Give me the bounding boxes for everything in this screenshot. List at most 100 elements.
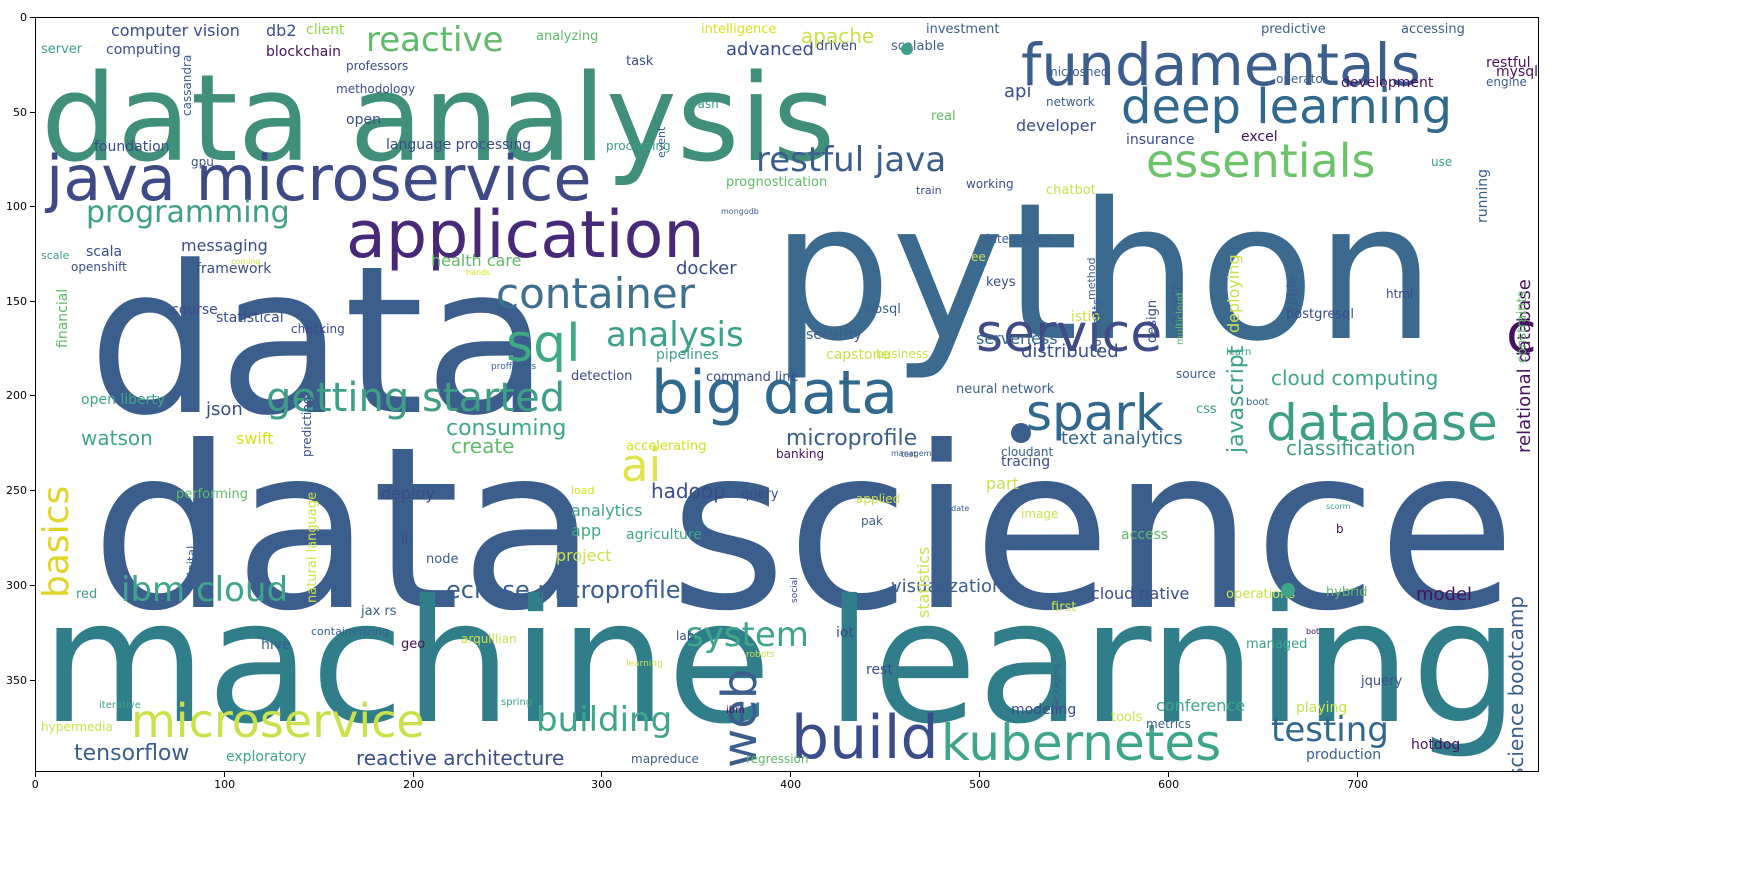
- word-accessing: accessing: [1401, 22, 1465, 37]
- word-use: use: [1431, 155, 1453, 169]
- word-restful-java: restful java: [756, 140, 947, 180]
- word-serverless: serverless: [976, 329, 1058, 348]
- word-analyzing: analyzing: [536, 29, 599, 44]
- word-hands: hands: [466, 268, 491, 277]
- word-node: node: [426, 552, 459, 567]
- word-ii: ii: [401, 532, 409, 547]
- word-event: event: [655, 126, 668, 158]
- word-restful: restful: [1486, 55, 1531, 71]
- word-intelligence: intelligence: [701, 22, 777, 37]
- word-nosql: nosql: [866, 302, 901, 317]
- word-test: test: [901, 450, 917, 459]
- word-driven: driven: [816, 39, 858, 54]
- word-postgresql: postgresql: [1286, 307, 1355, 322]
- y-tick-mark: [30, 585, 35, 586]
- word-ee: ee: [971, 250, 986, 264]
- word-api: api: [1004, 81, 1032, 102]
- x-tick-mark: [35, 772, 36, 777]
- word-geo: geo: [401, 637, 426, 652]
- word-python: python: [771, 162, 1436, 383]
- word-managed: managed: [1246, 637, 1308, 652]
- word-insurance: insurance: [1126, 132, 1195, 148]
- word-fundamentals: fundamentals: [1021, 31, 1421, 99]
- word-create: create: [451, 434, 515, 458]
- word-computer-vision: computer vision: [111, 21, 240, 40]
- word-query: query: [741, 487, 779, 502]
- x-tick-label: 500: [969, 778, 991, 791]
- x-tick-label: 200: [403, 778, 425, 791]
- word-ibm-cloud: ibm cloud: [121, 570, 289, 610]
- word-update: update: [941, 504, 970, 513]
- word-sql: sql: [506, 314, 581, 374]
- word-hybrid: hybrid: [1326, 585, 1368, 600]
- word-prognostication: prognostication: [726, 175, 828, 190]
- word-learning: learning: [626, 659, 663, 669]
- word-security: security: [806, 327, 862, 343]
- y-tick-mark: [30, 680, 35, 681]
- word-ibm: ibm: [726, 705, 745, 716]
- word-jquery: jquery: [1361, 674, 1403, 689]
- word-visualization: visualization: [891, 576, 1004, 597]
- word-text-analytics: text analytics: [1061, 428, 1183, 449]
- word-professors: professors: [346, 59, 409, 73]
- y-tick-mark: [30, 112, 35, 113]
- word-basics: basics: [36, 485, 77, 598]
- word-deploying: deploying: [1224, 254, 1243, 333]
- x-tick-mark: [224, 772, 225, 777]
- word-hotdog: hotdog: [1411, 737, 1461, 753]
- word-open-liberty: open liberty: [81, 392, 166, 408]
- word-real: real: [931, 109, 956, 124]
- word-hypermedia: hypermedia: [41, 720, 113, 734]
- word-tracing: tracing: [1001, 454, 1051, 470]
- word-scorm: scorm: [1326, 502, 1351, 511]
- word-distributed: distributed: [1021, 341, 1119, 362]
- y-tick-label: 350: [6, 674, 27, 687]
- word-banking: banking: [776, 447, 825, 461]
- word-data-science: data science: [91, 399, 1516, 661]
- word-rest: rest: [866, 662, 893, 678]
- word-neural-network: neural network: [956, 382, 1055, 397]
- word-agriculture: agriculture: [626, 527, 702, 543]
- word-messaging: messaging: [181, 236, 268, 255]
- word-business: business: [876, 347, 929, 361]
- word-engine: engine: [1486, 75, 1527, 89]
- y-tick-mark: [30, 17, 35, 18]
- word-boot: boot: [1246, 397, 1269, 408]
- word-openshift: openshift: [71, 260, 127, 274]
- word-design: design: [1145, 299, 1160, 343]
- word-part: part: [986, 474, 1019, 493]
- word-b: b: [1336, 522, 1344, 536]
- word-packaging: packaging: [1052, 663, 1062, 710]
- word-arquillian: arquillian: [461, 632, 517, 646]
- word-task: task: [626, 54, 654, 69]
- word-playing: playing: [1296, 700, 1348, 716]
- word-tensorflow: tensorflow: [74, 741, 190, 766]
- word-applied: applied: [856, 492, 901, 506]
- word-advanced: advanced: [726, 39, 814, 60]
- word-digital: digital: [185, 545, 199, 583]
- word-kubernetes: kubernetes: [941, 714, 1222, 772]
- word-method: method: [1085, 257, 1098, 300]
- dot-mark: [1281, 583, 1295, 597]
- word-cloud: cloud: [1506, 301, 1538, 366]
- word-detection: detection: [571, 369, 633, 384]
- word-consuming: consuming: [446, 416, 567, 441]
- word-proffesors: proffesors: [491, 362, 537, 372]
- word-docker: docker: [676, 258, 737, 279]
- word-developer: developer: [1016, 116, 1097, 135]
- y-tick-mark: [30, 395, 35, 396]
- word-service: service: [976, 304, 1163, 364]
- word-operator: operator: [1276, 72, 1328, 86]
- word-microprofile: microprofile: [786, 426, 918, 451]
- word-crash: crash: [686, 97, 719, 111]
- y-tick-label: 150: [6, 295, 27, 308]
- word-coming: coming: [231, 257, 261, 266]
- word-investment: investment: [926, 22, 1000, 37]
- dot-mark: [481, 583, 495, 597]
- word-analytics: analytics: [571, 501, 643, 520]
- word-machine-learning: machine learning: [41, 564, 1520, 762]
- word-methodology: methodology: [336, 82, 416, 96]
- word-hadoop: hadoop: [651, 479, 726, 503]
- word-database: database: [1266, 394, 1498, 452]
- word-istio: istio: [1071, 309, 1101, 325]
